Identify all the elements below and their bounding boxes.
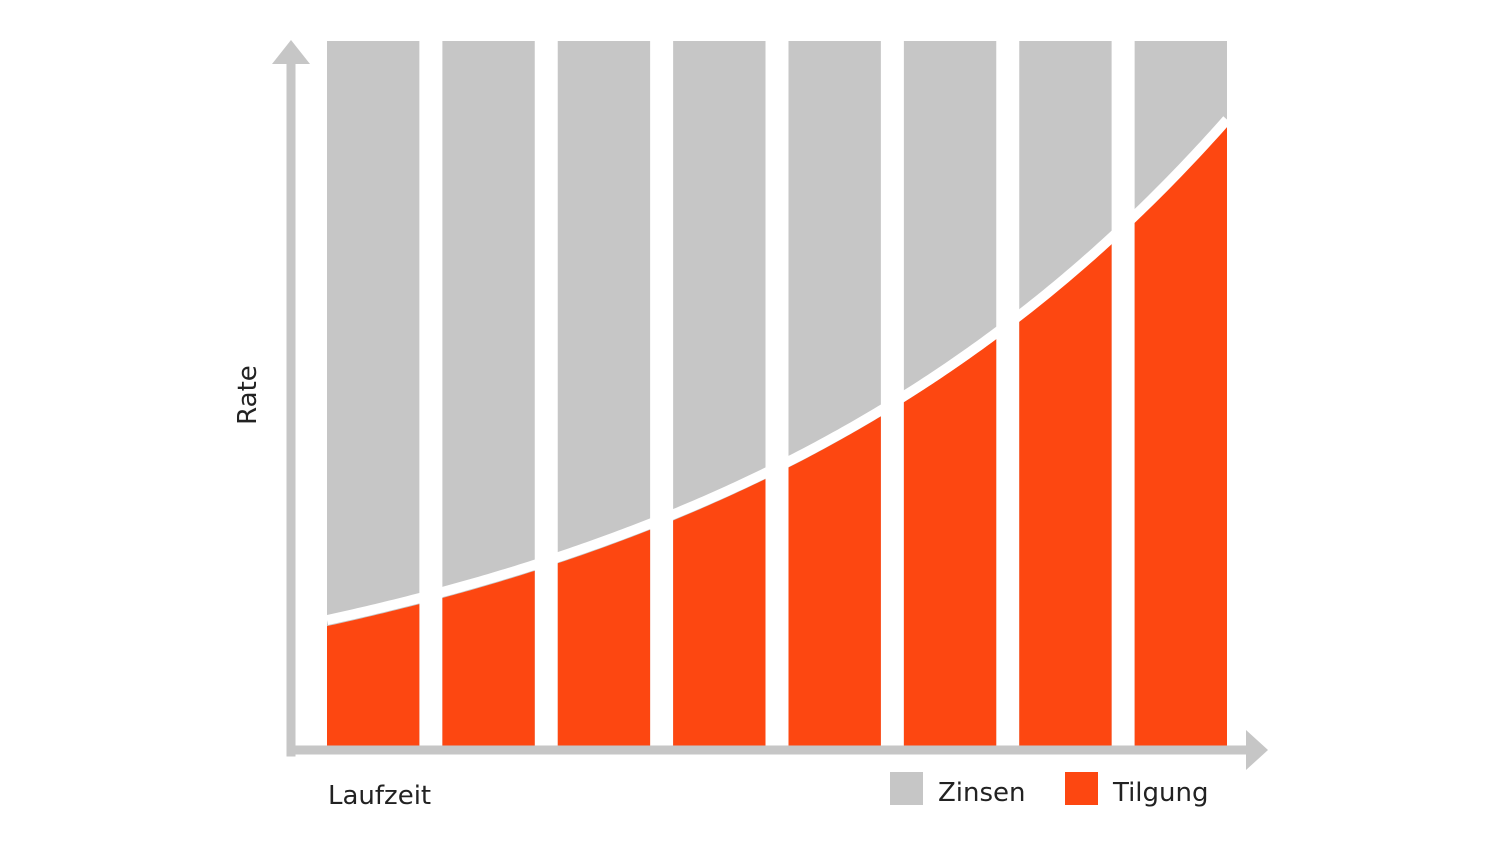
axes-group	[272, 40, 1268, 770]
bar-tilgung-6	[903, 338, 997, 746]
y-axis-arrow	[272, 40, 310, 64]
legend: Zinsen Tilgung	[890, 772, 1209, 808]
x-axis-arrow	[1246, 730, 1268, 770]
bars-group	[325, 41, 1231, 747]
x-axis-label: Laufzeit	[328, 781, 431, 811]
y-axis-label: Rate	[233, 365, 263, 425]
bar-tilgung-1	[327, 604, 420, 746]
bar-tilgung-7	[1019, 243, 1112, 746]
bar-tilgung-3	[557, 529, 651, 746]
legend-swatch-tilgung	[1065, 772, 1098, 805]
legend-label-tilgung: Tilgung	[1112, 778, 1209, 808]
series-separator-curve	[325, 116, 1231, 626]
bar-tilgung-5	[788, 416, 881, 746]
legend-swatch-zinsen	[890, 772, 923, 805]
legend-label-zinsen: Zinsen	[938, 778, 1026, 808]
bar-tilgung-2	[442, 570, 535, 746]
bar-tilgung-8	[1134, 125, 1227, 747]
bar-tilgung-4	[673, 478, 766, 746]
